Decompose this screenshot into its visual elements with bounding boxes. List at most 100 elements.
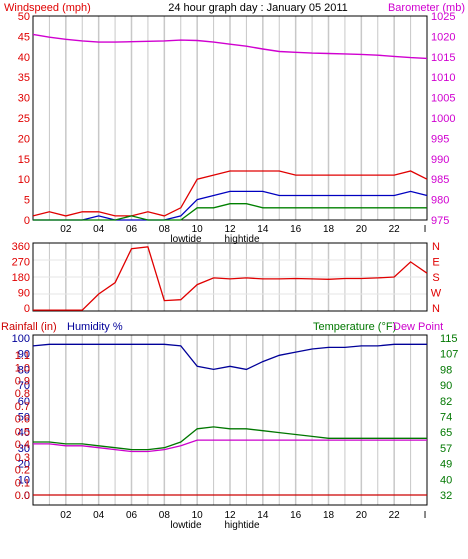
barometer-tick: 980 bbox=[431, 195, 449, 207]
humidity-tick: 20 bbox=[18, 459, 30, 471]
windspeed-tick: 5 bbox=[24, 195, 30, 207]
hightide-label: hightide bbox=[224, 234, 259, 245]
panel1-hour-ticks: 02 04 06 08 10 12 14 16 18 20 22 I bbox=[60, 224, 426, 235]
temperature-tick: 57 bbox=[440, 443, 452, 455]
rainfall-tick: 0.3 bbox=[15, 452, 30, 464]
windspeed-tick: 0 bbox=[24, 215, 30, 227]
compass-label: W bbox=[431, 288, 442, 300]
windspeed-tick: 50 bbox=[18, 11, 30, 23]
temperature-tick: 49 bbox=[440, 459, 452, 471]
windspeed-tick: 45 bbox=[18, 31, 30, 43]
rainfall-tick: 0.2 bbox=[15, 465, 30, 477]
windspeed-tick: 40 bbox=[18, 52, 30, 64]
humidity-tick: 100 bbox=[12, 333, 30, 345]
temperature-line bbox=[33, 426, 427, 451]
temperature-axis-label: Temperature (°F) bbox=[313, 321, 396, 333]
rainfall-tick: 0.8 bbox=[15, 388, 30, 400]
hour-tick: 08 bbox=[159, 224, 171, 235]
graph-title: 24 hour graph day : January 05 2011 bbox=[168, 2, 348, 14]
direction-tick: 0 bbox=[24, 303, 30, 315]
barometer-tick: 1020 bbox=[431, 31, 455, 43]
panel1-series bbox=[32, 33, 428, 221]
panel3-grid bbox=[48, 335, 412, 505]
humidity-tick: 50 bbox=[18, 412, 30, 424]
temperature-tick: 40 bbox=[440, 474, 452, 486]
hour-tick: 12 bbox=[224, 510, 236, 521]
humidity-ticks: 0 10 20 30 40 50 60 70 80 90 100 bbox=[12, 333, 30, 502]
hour-tick: 14 bbox=[257, 510, 269, 521]
direction-tick: 180 bbox=[12, 272, 30, 284]
hightide-label-bottom: hightide bbox=[224, 520, 259, 531]
windspeed-tick: 15 bbox=[18, 154, 30, 166]
barometer-tick: 1010 bbox=[431, 72, 455, 84]
temperature-tick: 107 bbox=[440, 349, 458, 361]
hour-tick: 22 bbox=[389, 510, 401, 521]
direction-tick: 90 bbox=[18, 288, 30, 300]
temperature-tick: 65 bbox=[440, 427, 452, 439]
hour-tick: I bbox=[424, 224, 427, 235]
lowtide-label-bottom: lowtide bbox=[170, 520, 202, 531]
rainfall-tick: 1.0 bbox=[15, 363, 30, 375]
windspeed-tick: 30 bbox=[18, 93, 30, 105]
temperature-tick: 115 bbox=[440, 333, 458, 345]
panel3-hour-ticks: 02 04 06 08 10 12 14 16 18 20 22 I bbox=[60, 510, 426, 521]
rainfall-tick: 1.1 bbox=[15, 350, 30, 362]
windspeed-tick: 35 bbox=[18, 72, 30, 84]
hour-tick: 16 bbox=[290, 510, 302, 521]
rainfall-axis-label: Rainfall (in) bbox=[1, 321, 57, 333]
hour-tick: 16 bbox=[290, 224, 302, 235]
windspeed-tick: 20 bbox=[18, 133, 30, 145]
barometer-tick: 1025 bbox=[431, 11, 455, 23]
humidity-tick: 90 bbox=[18, 349, 30, 361]
temperature-tick: 98 bbox=[440, 364, 452, 376]
temperature-tick: 90 bbox=[440, 380, 452, 392]
hour-tick: 06 bbox=[126, 224, 138, 235]
compass-label: N bbox=[432, 241, 440, 253]
rainfall-tick: 0.5 bbox=[15, 426, 30, 438]
wind-direction-line bbox=[33, 246, 428, 311]
humidity-tick: 0 bbox=[24, 490, 30, 502]
hour-tick: 20 bbox=[356, 224, 368, 235]
hour-tick: 18 bbox=[323, 224, 335, 235]
rainfall-tick: 0.0 bbox=[15, 490, 30, 502]
windspeed-tick: 10 bbox=[18, 174, 30, 186]
rainfall-ticks: 0.00.10.20.30.40.50.60.70.80.91.01.1 bbox=[15, 350, 30, 502]
barometer-tick: 1005 bbox=[431, 93, 455, 105]
humidity-line bbox=[32, 343, 427, 371]
compass-label: S bbox=[432, 272, 439, 284]
barometer-tick: 1000 bbox=[431, 113, 455, 125]
hour-tick: 04 bbox=[93, 224, 105, 235]
panel2-series bbox=[33, 246, 428, 311]
gust_avg-line bbox=[33, 190, 428, 221]
hour-tick: 06 bbox=[126, 510, 138, 521]
barometer-tick: 995 bbox=[431, 133, 449, 145]
humidity-tick: 70 bbox=[18, 380, 30, 392]
hour-tick: 12 bbox=[224, 224, 236, 235]
humidity-tick: 30 bbox=[18, 443, 30, 455]
direction-tick: 360 bbox=[12, 241, 30, 253]
barometer-tick: 1015 bbox=[431, 52, 455, 64]
rainfall-tick: 0.9 bbox=[15, 375, 30, 387]
dewpoint-line bbox=[33, 439, 427, 453]
direction-ticks: 0 90 180 270 360 bbox=[12, 241, 30, 315]
windspeed-tick: 25 bbox=[18, 113, 30, 125]
panel1-grid bbox=[48, 16, 412, 220]
rainfall-tick: 0.7 bbox=[15, 401, 30, 413]
barometer-ticks: 975 980 985 990 995 1000 1005 1010 1015 1020 1025 bbox=[431, 11, 455, 227]
panel3-series bbox=[32, 343, 427, 496]
humidity-axis-label: Humidity % bbox=[67, 321, 123, 333]
hour-tick: I bbox=[424, 510, 427, 521]
barometer-axis-label: Barometer (mb) bbox=[388, 2, 465, 14]
hour-tick: 08 bbox=[159, 510, 171, 521]
hour-tick: 14 bbox=[257, 224, 269, 235]
barometer-tick: 985 bbox=[431, 174, 449, 186]
panel2-frame bbox=[32, 242, 428, 312]
compass-label: N bbox=[432, 303, 440, 315]
barometer-tick: 990 bbox=[431, 154, 449, 166]
windspeed-ticks: 0 5 10 15 20 25 30 35 40 45 50 bbox=[18, 11, 30, 227]
humidity-tick: 80 bbox=[18, 364, 30, 376]
barometer-line bbox=[32, 33, 428, 60]
hour-tick: 20 bbox=[356, 510, 368, 521]
